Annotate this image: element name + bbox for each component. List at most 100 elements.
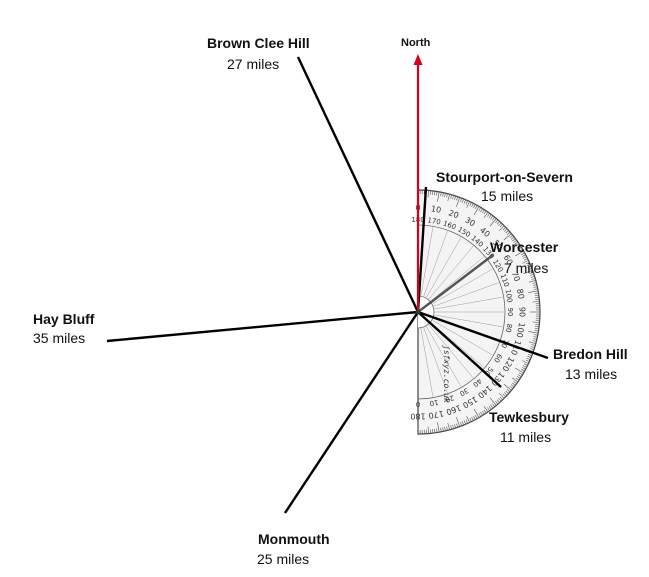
- protractor-tick: [532, 282, 537, 284]
- protractor-scale-number: 170: [427, 216, 442, 226]
- protractor-tick: [430, 429, 432, 434]
- place-label-bredon-hill: Bredon Hill: [553, 346, 628, 362]
- protractor-tick: [482, 209, 485, 214]
- protractor-tick: [528, 268, 533, 270]
- protractor-tick: [480, 208, 483, 213]
- protractor-tick: [447, 194, 450, 201]
- protractor-tick: [522, 360, 529, 364]
- protractor-tick: [530, 348, 535, 350]
- protractor-scale-number: 90: [506, 308, 514, 317]
- protractor-tick: [437, 422, 440, 433]
- protractor-scale-number: 50: [483, 365, 495, 377]
- bearing-line-brown-clee-hill: [296, 56, 420, 313]
- protractor-tick: [528, 354, 533, 356]
- protractor-tick: [518, 248, 523, 252]
- protractor-tick: [499, 393, 505, 399]
- protractor-ray: [434, 296, 503, 310]
- protractor-tick: [503, 233, 512, 241]
- protractor-tick: [499, 223, 503, 228]
- protractor-rays: [420, 227, 504, 397]
- protractor-tick: [528, 290, 539, 293]
- protractor-tick: [450, 425, 452, 430]
- protractor-tick: [474, 205, 478, 209]
- protractor-tick: [531, 278, 536, 280]
- protractor-ray: [428, 245, 474, 300]
- protractor-tick: [444, 426, 446, 431]
- protractor-scale-number: 40: [471, 377, 483, 389]
- arrow-up-icon: [413, 54, 423, 312]
- protractor-tick: [516, 376, 521, 379]
- protractor-tick: [450, 194, 452, 199]
- protractor-tick: [436, 428, 438, 433]
- protractor-tick: [523, 363, 528, 366]
- protractor-tick: [514, 367, 524, 374]
- bearing-lines: [106, 56, 549, 514]
- distance-label-brown-clee-hill: 27 miles: [227, 56, 280, 72]
- distance-label-bredon-hill: 13 miles: [565, 366, 618, 382]
- protractor-tick: [473, 408, 480, 418]
- protractor-tick: [505, 230, 509, 234]
- protractor-ray: [420, 328, 434, 397]
- protractor-tick: [529, 272, 534, 274]
- protractor-scale-number: 0: [416, 400, 420, 408]
- protractor-tick: [432, 429, 434, 434]
- protractor-tick: [483, 210, 487, 215]
- protractor-tick: [506, 231, 511, 235]
- protractor-tick: [515, 377, 520, 381]
- protractor-tick: [498, 222, 502, 226]
- protractor-tick: [473, 206, 480, 216]
- protractor-tick: [482, 410, 485, 415]
- distance-label-stourport-on-severn: 15 miles: [481, 188, 534, 204]
- protractor-tick: [517, 374, 522, 377]
- protractor-ray: [432, 320, 493, 356]
- protractor-tick: [503, 383, 512, 391]
- protractor-tick: [504, 228, 508, 232]
- protractor-tick: [496, 399, 500, 403]
- protractor-tick: [456, 197, 460, 207]
- protractor-tick: [478, 412, 482, 417]
- protractor-tick: [534, 294, 539, 296]
- protractor-scale-number: 90: [518, 307, 527, 317]
- protractor-tick: [480, 411, 483, 416]
- protractor-tick: [515, 243, 520, 247]
- place-label-hay-bluff: Hay Bluff: [33, 311, 95, 327]
- protractor-scale-number: 10: [429, 398, 439, 407]
- protractor-tick: [463, 199, 466, 204]
- protractor-tick: [533, 288, 538, 290]
- protractor-tick: [490, 404, 494, 409]
- protractor-ray: [430, 256, 485, 302]
- protractor-tick: [454, 195, 456, 200]
- bearing-line-monmouth: [283, 311, 420, 514]
- protractor-ray: [426, 237, 462, 298]
- protractor-tick: [529, 341, 536, 344]
- protractor-tick: [529, 280, 536, 283]
- protractor-scale-number: 30: [463, 215, 476, 228]
- north-label: North: [401, 37, 431, 49]
- protractor-scale-number: 20: [444, 393, 455, 404]
- protractor-tick: [512, 241, 519, 247]
- distance-label-tewkesbury: 11 miles: [500, 429, 552, 445]
- protractor-tick: [440, 427, 442, 432]
- protractor-tick: [444, 193, 446, 198]
- protractor-tick: [532, 284, 537, 286]
- protractor-tick: [499, 396, 503, 401]
- protractor-tick: [456, 423, 458, 428]
- protractor-tick: [530, 274, 535, 276]
- protractor-tick: [523, 258, 528, 261]
- protractor-tick: [492, 403, 496, 407]
- place-label-stourport-on-severn: Stourport-on-Severn: [436, 169, 573, 185]
- bearing-line-bredon-hill: [417, 310, 549, 360]
- protractor-tick: [495, 219, 499, 224]
- protractor-ray: [432, 268, 493, 304]
- protractor-tick: [436, 191, 438, 196]
- protractor-tick: [522, 260, 529, 264]
- protractor-tick: [527, 266, 532, 269]
- protractor-tick: [535, 326, 540, 328]
- protractor-tick: [489, 218, 497, 227]
- protractor-tick: [513, 240, 517, 243]
- protractor-tick: [522, 256, 527, 259]
- protractor-tick: [535, 298, 540, 300]
- protractor-tick: [469, 202, 472, 207]
- protractor-tick: [504, 392, 508, 396]
- protractor-tick: [533, 334, 538, 336]
